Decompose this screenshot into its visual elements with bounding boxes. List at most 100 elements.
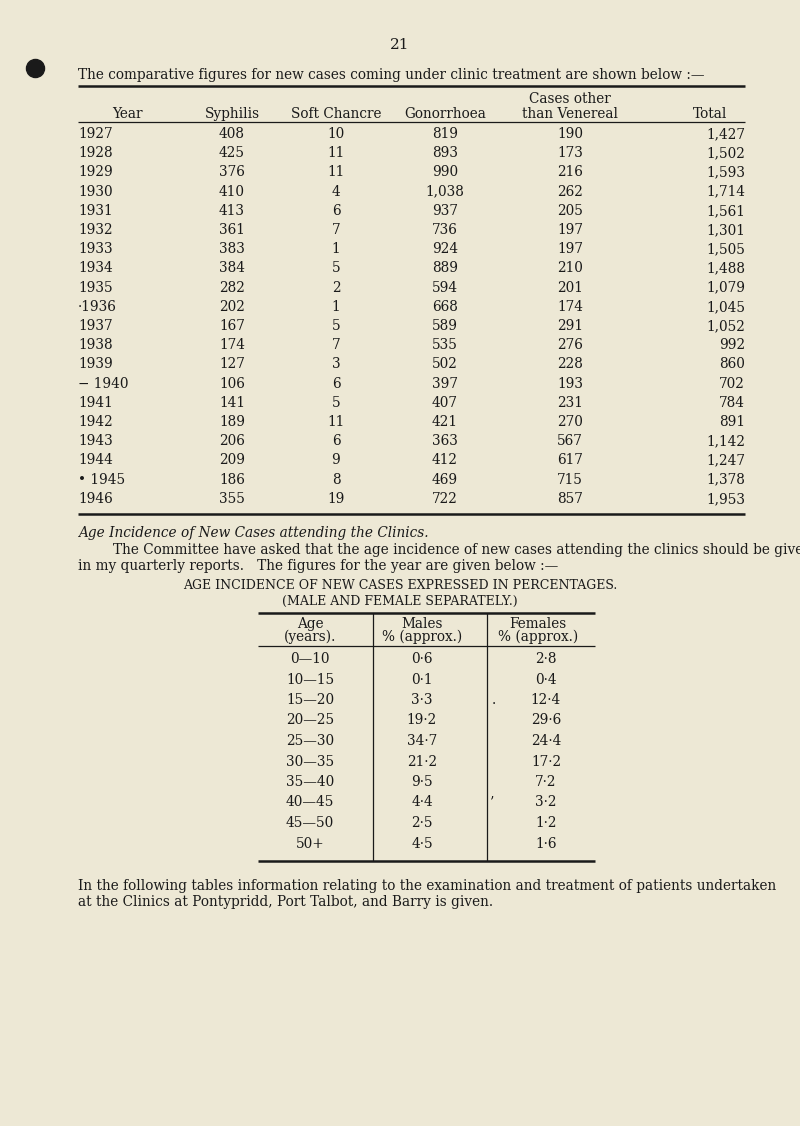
Text: 206: 206	[219, 435, 245, 448]
Text: 1,045: 1,045	[706, 300, 745, 314]
Text: 1,247: 1,247	[706, 454, 745, 467]
Text: 1,301: 1,301	[706, 223, 745, 236]
Text: 193: 193	[557, 376, 583, 391]
Text: 270: 270	[557, 415, 583, 429]
Text: 1,427: 1,427	[706, 127, 745, 141]
Text: 2·8: 2·8	[535, 652, 557, 665]
Text: 1937: 1937	[78, 319, 113, 333]
Text: 19: 19	[327, 492, 345, 506]
Text: 1930: 1930	[78, 185, 113, 198]
Text: 173: 173	[557, 146, 583, 160]
Text: 209: 209	[219, 454, 245, 467]
Text: 127: 127	[219, 357, 245, 372]
Text: % (approx.): % (approx.)	[498, 631, 578, 644]
Text: 106: 106	[219, 376, 245, 391]
Text: The Committee have asked that the age incidence of new cases attending the clini: The Committee have asked that the age in…	[78, 543, 800, 557]
Text: 1929: 1929	[78, 166, 113, 179]
Text: 1: 1	[332, 242, 340, 257]
Text: 19·2: 19·2	[407, 714, 437, 727]
Text: 376: 376	[219, 166, 245, 179]
Text: 6: 6	[332, 204, 340, 217]
Text: 186: 186	[219, 473, 245, 486]
Text: 1932: 1932	[78, 223, 113, 236]
Text: 2·5: 2·5	[411, 816, 433, 830]
Text: 407: 407	[432, 396, 458, 410]
Text: 40—45: 40—45	[286, 795, 334, 810]
Text: The comparative figures for new cases coming under clinic treatment are shown be: The comparative figures for new cases co…	[78, 68, 705, 82]
Text: 1,378: 1,378	[706, 473, 745, 486]
Text: 567: 567	[557, 435, 583, 448]
Text: • 1945: • 1945	[78, 473, 125, 486]
Text: 1928: 1928	[78, 146, 113, 160]
Text: % (approx.): % (approx.)	[382, 631, 462, 644]
Text: In the following tables information relating to the examination and treatment of: In the following tables information rela…	[78, 879, 776, 893]
Text: 11: 11	[327, 415, 345, 429]
Text: 535: 535	[432, 338, 458, 352]
Text: 502: 502	[432, 357, 458, 372]
Text: 262: 262	[557, 185, 583, 198]
Text: 34·7: 34·7	[407, 734, 437, 748]
Text: (MALE AND FEMALE SEPARATELY.): (MALE AND FEMALE SEPARATELY.)	[282, 595, 518, 608]
Text: Soft Chancre: Soft Chancre	[290, 107, 382, 120]
Text: 1934: 1934	[78, 261, 113, 276]
Text: 3·3: 3·3	[411, 692, 433, 707]
Text: 860: 860	[719, 357, 745, 372]
Text: than Venereal: than Venereal	[522, 107, 618, 120]
Text: 174: 174	[557, 300, 583, 314]
Text: 889: 889	[432, 261, 458, 276]
Text: 1,593: 1,593	[706, 166, 745, 179]
Text: 216: 216	[557, 166, 583, 179]
Text: 469: 469	[432, 473, 458, 486]
Text: 4·4: 4·4	[411, 795, 433, 810]
Text: 617: 617	[557, 454, 583, 467]
Text: 1,714: 1,714	[706, 185, 745, 198]
Text: 291: 291	[557, 319, 583, 333]
Text: 1935: 1935	[78, 280, 113, 295]
Text: 12·4: 12·4	[531, 692, 561, 707]
Text: 722: 722	[432, 492, 458, 506]
Text: 1,953: 1,953	[706, 492, 745, 506]
Text: 228: 228	[557, 357, 583, 372]
Text: AGE INCIDENCE OF NEW CASES EXPRESSED IN PERCENTAGES.: AGE INCIDENCE OF NEW CASES EXPRESSED IN …	[183, 579, 617, 592]
Text: 0·1: 0·1	[411, 672, 433, 687]
Text: 7: 7	[332, 338, 340, 352]
Text: 0·6: 0·6	[411, 652, 433, 665]
Text: 5: 5	[332, 261, 340, 276]
Text: 197: 197	[557, 242, 583, 257]
Text: 1,505: 1,505	[706, 242, 745, 257]
Text: Year: Year	[112, 107, 142, 120]
Text: (years).: (years).	[284, 631, 336, 644]
Text: 1942: 1942	[78, 415, 113, 429]
Text: 857: 857	[557, 492, 583, 506]
Text: 1939: 1939	[78, 357, 113, 372]
Text: ·1936: ·1936	[78, 300, 117, 314]
Text: 937: 937	[432, 204, 458, 217]
Text: 5: 5	[332, 319, 340, 333]
Text: 9·5: 9·5	[411, 775, 433, 789]
Text: 167: 167	[219, 319, 245, 333]
Text: Total: Total	[693, 107, 727, 120]
Text: 15—20: 15—20	[286, 692, 334, 707]
Text: 1,561: 1,561	[706, 204, 745, 217]
Text: 819: 819	[432, 127, 458, 141]
Text: 594: 594	[432, 280, 458, 295]
Text: at the Clinics at Pontypridd, Port Talbot, and Barry is given.: at the Clinics at Pontypridd, Port Talbo…	[78, 895, 493, 909]
Text: 1943: 1943	[78, 435, 113, 448]
Text: 24·4: 24·4	[531, 734, 561, 748]
Text: 8: 8	[332, 473, 340, 486]
Text: 6: 6	[332, 376, 340, 391]
Text: Males: Males	[402, 617, 442, 631]
Text: 363: 363	[432, 435, 458, 448]
Text: 4: 4	[332, 185, 340, 198]
Text: 45—50: 45—50	[286, 816, 334, 830]
Text: 1,488: 1,488	[706, 261, 745, 276]
Text: 355: 355	[219, 492, 245, 506]
Text: 30—35: 30—35	[286, 754, 334, 769]
Text: 1931: 1931	[78, 204, 113, 217]
Text: 1933: 1933	[78, 242, 113, 257]
Text: 1,142: 1,142	[706, 435, 745, 448]
Text: Age Incidence of New Cases attending the Clinics.: Age Incidence of New Cases attending the…	[78, 526, 429, 540]
Text: 589: 589	[432, 319, 458, 333]
Text: in my quarterly reports.   The figures for the year are given below :—: in my quarterly reports. The figures for…	[78, 558, 558, 573]
Text: 736: 736	[432, 223, 458, 236]
